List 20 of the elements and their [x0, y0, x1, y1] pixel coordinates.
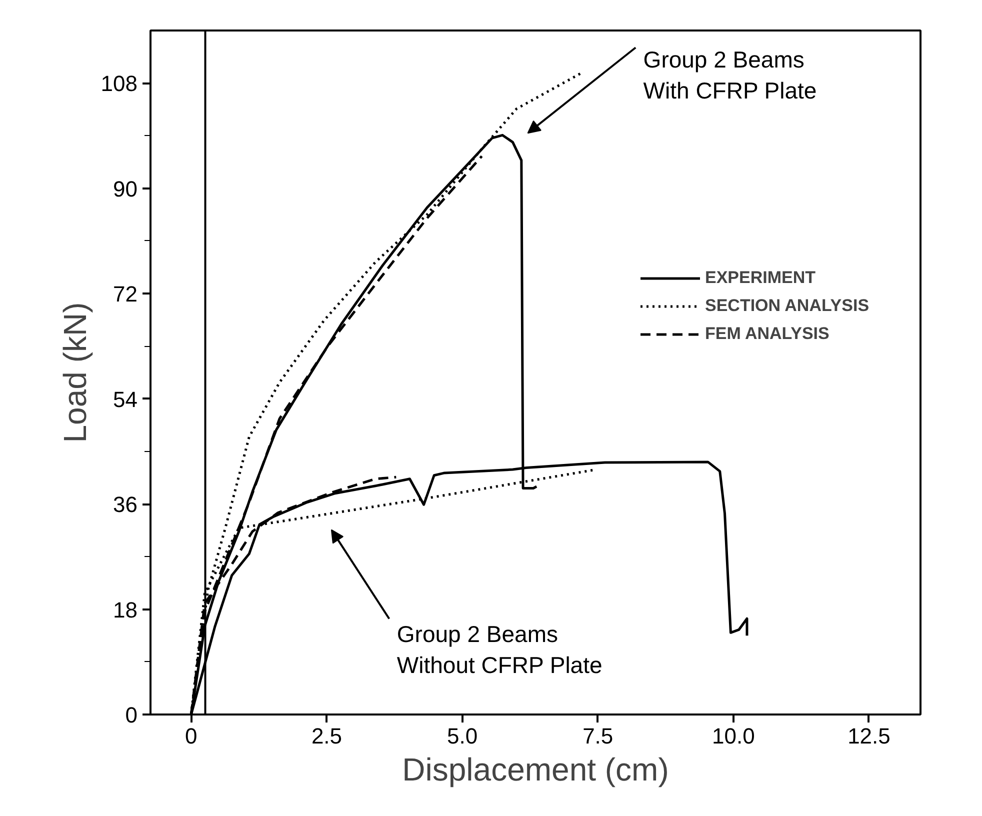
y-tick-label: 0 — [125, 702, 138, 728]
y-tick-label: 18 — [113, 597, 138, 622]
y-tick-label: 36 — [113, 492, 138, 518]
annotation: Group 2 Beams With CFRP Plate — [643, 46, 817, 104]
y-tick-label: 54 — [113, 386, 138, 412]
x-tick-label: 12.5 — [848, 724, 890, 748]
x-tick-label: 7.5 — [582, 724, 614, 748]
y-tick-label: 108 — [100, 71, 138, 96]
x-axis-title: Displacement (cm) — [402, 752, 669, 788]
x-tick-label: 5.0 — [447, 724, 478, 748]
legend-label: SECTION ANALYSIS — [705, 296, 870, 316]
legend-label: FEM ANALYSIS — [705, 324, 830, 344]
y-tick-label: 72 — [113, 282, 138, 307]
y-axis-title: Load (kN) — [56, 302, 93, 443]
x-tick-label: 10.0 — [712, 724, 755, 748]
x-tick-label: 2.5 — [311, 724, 342, 748]
legend-label: EXPERIMENT — [705, 268, 816, 288]
y-tick-label: 90 — [113, 176, 138, 202]
annotation: Group 2 Beams Without CFRP Plate — [396, 620, 602, 678]
x-tick-label: 0 — [185, 724, 198, 748]
